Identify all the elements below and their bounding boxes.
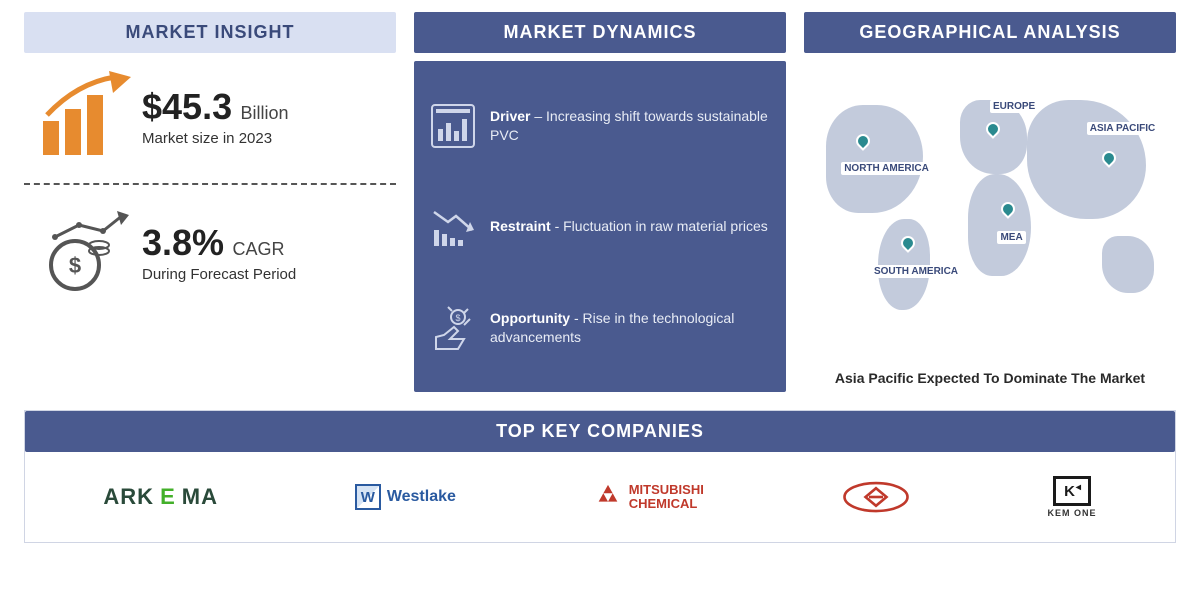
market-size-unit: Billion [241,103,289,123]
svg-text:$: $ [455,313,460,323]
geo-body: NORTH AMERICA SOUTH AMERICA EUROPE MEA A… [804,61,1176,392]
driver-chart-icon [430,103,476,149]
market-dynamics-column: MARKET DYNAMICS Driver – Increasing shif… [414,12,786,392]
top-row: MARKET INSIGHT $45.3 Billion Market size… [24,12,1176,392]
region-label-mea: MEA [997,231,1025,244]
mitsubishi-name: MITSUBISHI CHEMICAL [629,483,704,510]
region-label-sa: SOUTH AMERICA [871,265,961,278]
arkema-logo-part1: ARK [103,484,154,510]
opportunity-text: Opportunity - Rise in the technological … [490,309,770,347]
mitsubishi-logo-icon [593,482,623,512]
cagr-block: $ 3.8% CAGR During Forecast Period [24,197,396,307]
market-size-value: $45.3 [142,86,232,127]
cagr-caption: During Forecast Period [142,266,296,283]
region-label-na: NORTH AMERICA [841,162,932,175]
cagr-value: 3.8% [142,222,224,263]
geo-caption: Asia Pacific Expected To Dominate The Ma… [804,370,1176,386]
market-dynamics-header: MARKET DYNAMICS [414,12,786,53]
region-label-eu: EUROPE [990,100,1038,113]
opportunity-label: Opportunity [490,310,570,326]
driver-text: Driver – Increasing shift towards sustai… [490,107,770,145]
kemone-logo-icon: K◂ [1053,476,1091,506]
cagr-unit: CAGR [233,239,285,259]
westlake-name: Westlake [387,488,456,506]
world-map-icon: NORTH AMERICA SOUTH AMERICA EUROPE MEA A… [804,71,1176,356]
growth-bars-arrow-icon [32,71,142,161]
arkema-logo-part2: E [160,484,176,510]
opportunity-hand-icon: $ [430,305,476,351]
cagr-text: 3.8% CAGR During Forecast Period [142,222,296,283]
company-arkema: ARKEMA [103,484,218,510]
arkema-logo-part3: MA [182,484,218,510]
dynamics-body: Driver – Increasing shift towards sustai… [414,61,786,392]
company-row: ARKEMA W Westlake MITSUBISHI CHEMICAL [25,452,1175,542]
restraint-label: Restraint [490,218,551,234]
market-insight-column: MARKET INSIGHT $45.3 Billion Market size… [24,12,396,392]
driver-label: Driver [490,108,530,124]
companies-header: TOP KEY COMPANIES [25,411,1175,452]
westlake-logo-icon: W [355,484,381,510]
company-mitsubishi: MITSUBISHI CHEMICAL [593,482,704,512]
market-insight-header: MARKET INSIGHT [24,12,396,53]
companies-section: TOP KEY COMPANIES ARKEMA W Westlake MITS… [24,410,1176,543]
company-kemone: K◂ KEM ONE [1048,476,1097,518]
restraint-decline-icon [430,204,476,250]
geographical-header: GEOGRAPHICAL ANALYSIS [804,12,1176,53]
market-size-block: $45.3 Billion Market size in 2023 [24,61,396,171]
kemone-k: K [1064,483,1075,500]
coin-growth-icon: $ [32,207,142,297]
mitsubishi-line2: CHEMICAL [629,496,698,511]
restraint-text: Restraint - Fluctuation in raw material … [490,217,768,236]
market-size-text: $45.3 Billion Market size in 2023 [142,86,289,147]
dashed-divider [24,183,396,185]
market-size-caption: Market size in 2023 [142,130,289,147]
geographical-column: GEOGRAPHICAL ANALYSIS NORTH AMERICA SOUT… [804,12,1176,392]
driver-desc: – Increasing shift towards sustainable P… [490,108,768,143]
company-westlake: W Westlake [355,484,456,510]
dynamics-driver: Driver – Increasing shift towards sustai… [430,103,770,149]
dynamics-opportunity: $ Opportunity - Rise in the technologica… [430,305,770,351]
formosa-logo-icon [841,477,911,517]
dynamics-restraint: Restraint - Fluctuation in raw material … [430,204,770,250]
svg-text:$: $ [69,253,81,278]
company-formosa [841,477,911,517]
region-label-ap: ASIA PACIFIC [1087,122,1159,135]
kemone-name: KEM ONE [1048,508,1097,518]
restraint-desc: - Fluctuation in raw material prices [551,218,768,234]
